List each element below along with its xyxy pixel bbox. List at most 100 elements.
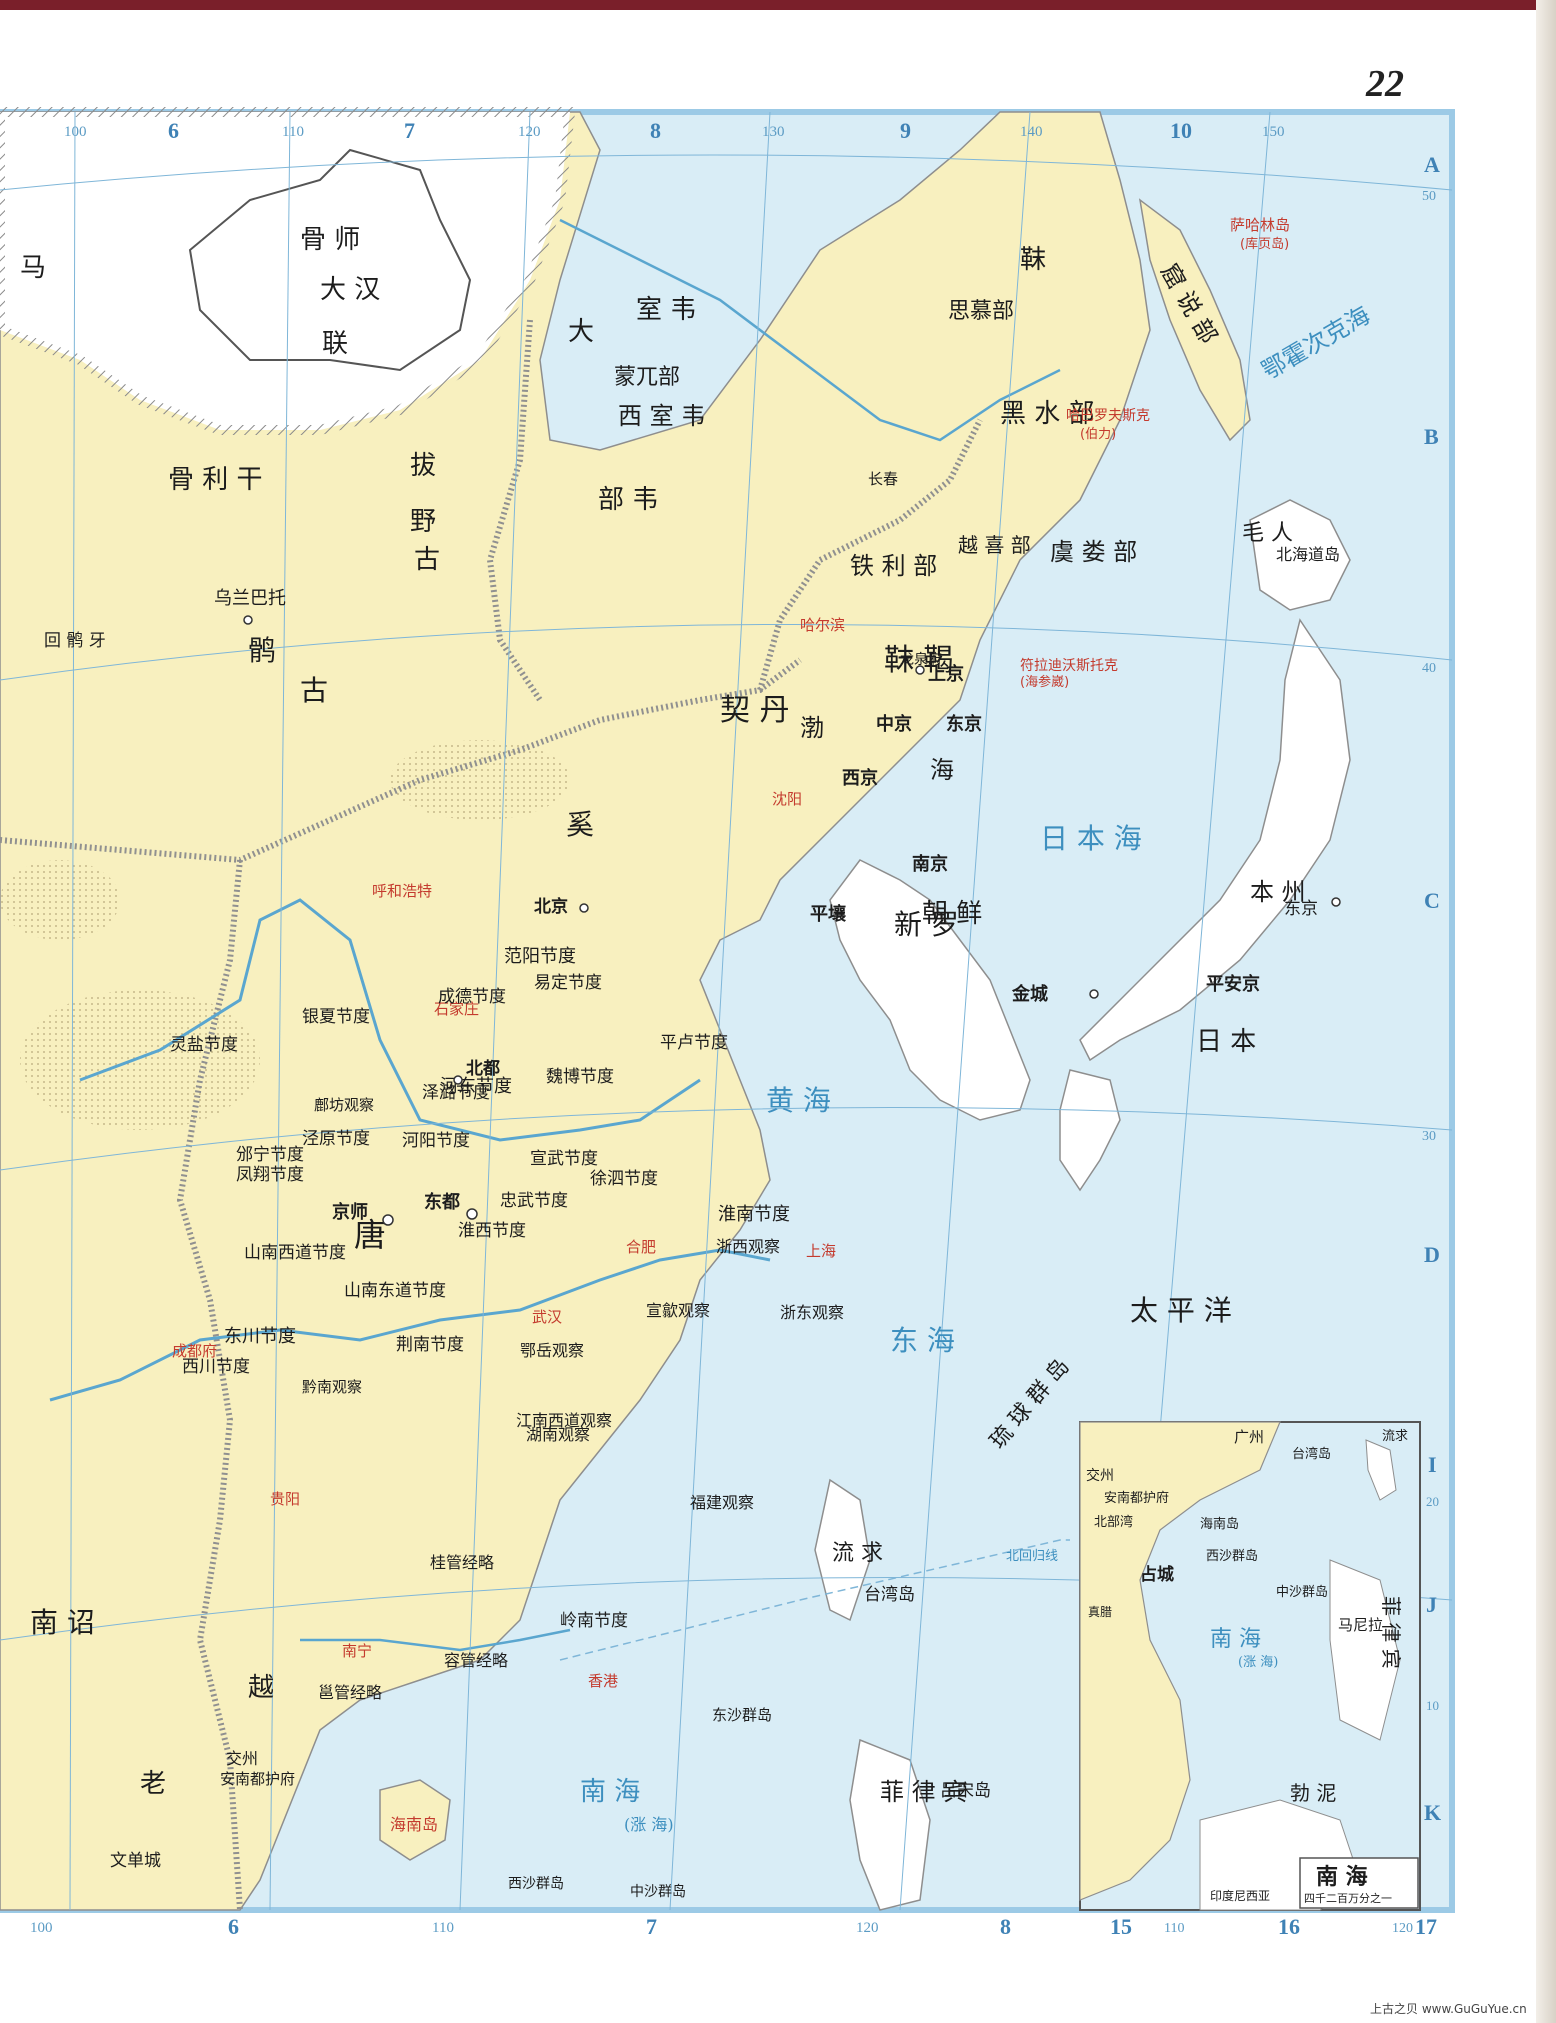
inset-title-box xyxy=(1299,1857,1419,1909)
inset-guangzhou: 广州 xyxy=(1234,1428,1264,1446)
city-marker xyxy=(453,1075,463,1085)
tang-labels: 北京 范阳节度 河东节度 北都 京师 东都 唐 淮南节度 浙东观察 浙西观察 江… xyxy=(170,896,844,1702)
inset-nanhai: 南 海 xyxy=(1210,1627,1261,1652)
label-gushi: 骨 师 xyxy=(300,225,360,255)
page-number: 22 xyxy=(1366,63,1404,105)
label-yegu: 野 xyxy=(410,507,436,537)
inset-land xyxy=(1079,1421,1281,1901)
label-annan: 安南都护府 xyxy=(220,1770,295,1788)
label-zhexi: 浙西观察 xyxy=(716,1237,780,1256)
hainan-island xyxy=(379,1779,451,1861)
territory-border xyxy=(0,657,802,864)
label-nanjing: 南京 xyxy=(912,853,948,875)
inset-taiwan-label: 台湾岛 xyxy=(1292,1446,1331,1462)
graticule xyxy=(0,111,1453,1911)
city-marker xyxy=(579,903,589,913)
label-yongguan: 邕管经略 xyxy=(318,1683,382,1702)
label-shiwei: 室 韦 xyxy=(636,295,696,325)
cell-label-8: 8 xyxy=(650,118,661,143)
lon-label-110: 110 xyxy=(282,124,304,140)
label-pacific: 太 平 洋 xyxy=(1130,1294,1232,1327)
label-nanning: 南宁 xyxy=(342,1642,372,1660)
label-shenyang: 沈阳 xyxy=(772,790,802,808)
label-shangjing: 上京 xyxy=(928,663,964,685)
label-guiguan: 桂管经略 xyxy=(430,1553,494,1572)
lat-label-40: 40 xyxy=(1422,661,1436,676)
row-label-b: B xyxy=(1424,424,1439,449)
lon-bottom-120: 120 xyxy=(856,1920,879,1936)
cell-bottom-17: 17 xyxy=(1415,1914,1437,1939)
label-chengde: 成德节度 xyxy=(438,987,506,1007)
inset-boni: 勃 泥 xyxy=(1290,1781,1336,1805)
top-color-strip xyxy=(0,0,1556,10)
label-haishenwai: (海参崴) xyxy=(1020,674,1069,690)
label-pinganjing: 平安京 xyxy=(1206,973,1260,995)
mainland-territory xyxy=(0,111,1151,1911)
label-sakhalin: 萨哈林岛 xyxy=(1230,216,1290,234)
city-marker xyxy=(1331,897,1341,907)
label-yulou: 虞 娄 部 xyxy=(1050,538,1137,566)
label-xijing: 西京 xyxy=(842,767,878,789)
territory-border xyxy=(176,859,243,1911)
label-gu: 古 xyxy=(414,545,440,575)
label-hohhot: 呼和浩特 xyxy=(372,882,432,900)
inset-lon-120: 120 xyxy=(1392,1921,1413,1936)
label-xianggang: 香港 xyxy=(588,1672,618,1690)
label-ezhou: 鄂岳观察 xyxy=(520,1341,584,1360)
label-simu: 思慕部 xyxy=(948,299,1014,324)
label-changchun: 长春 xyxy=(868,470,898,488)
japan-kyushu xyxy=(1059,1069,1121,1192)
label-moli: 靺 xyxy=(1020,245,1046,275)
label-fanyang: 范阳节度 xyxy=(504,946,576,967)
label-longquan: 龙泉府 xyxy=(900,651,942,668)
label-bohai: 渤 xyxy=(800,714,824,742)
label-liuqiu: 流 求 xyxy=(832,1541,883,1566)
label-fufang: 鄜坊观察 xyxy=(314,1096,374,1114)
inset-map: 广州 台湾岛 流求 海南岛 交州 安南都护府 北部湾 占城 西沙群岛 中沙群岛 … xyxy=(1079,1421,1439,1936)
label-vladivostok: 符拉迪沃斯托克 xyxy=(1020,658,1118,674)
city-marker xyxy=(382,1214,394,1226)
label-jingyuan: 泾原节度 xyxy=(302,1129,370,1149)
japan-honshu xyxy=(1079,618,1351,1062)
label-hu: 鹘 xyxy=(248,634,276,667)
cell-label-7: 7 xyxy=(404,118,415,143)
inset-title: 南 海 xyxy=(1316,1864,1368,1890)
label-maoren: 毛 人 xyxy=(1242,521,1293,546)
label-fujian: 福建观察 xyxy=(690,1493,754,1512)
label-zhongwu: 忠武节度 xyxy=(500,1191,568,1211)
row-label-a: A xyxy=(1424,152,1440,177)
label-taiwan: 台湾岛 xyxy=(864,1585,915,1605)
kyrgyz-inner-border xyxy=(188,148,472,372)
label-ma: 马 xyxy=(20,253,46,283)
south-labels: 台湾岛 流 求 海南岛 南 海 (涨 海) 菲 律 宾 吕宋岛 东沙群岛 西沙群… xyxy=(30,882,1058,1900)
cell-label-9: 9 xyxy=(900,118,911,143)
label-jinnan: 黔南观察 xyxy=(302,1378,362,1396)
inset-lat-20: 20 xyxy=(1426,1494,1439,1509)
inset-liuqiu: 流求 xyxy=(1382,1429,1408,1444)
cell-bottom-16: 16 xyxy=(1278,1914,1300,1939)
label-qidan: 契 丹 xyxy=(720,693,790,728)
inset-lat-10: 10 xyxy=(1426,1698,1439,1713)
label-south-sea: 南 海 xyxy=(580,1777,640,1807)
label-harbin: 哈尔滨 xyxy=(800,616,845,634)
desert-area xyxy=(390,740,570,820)
label-pingrang: 平壤 xyxy=(810,903,847,925)
label-zelu: 泽潞节度 xyxy=(422,1083,490,1103)
label-jingnan: 荆南节度 xyxy=(396,1335,464,1355)
lat-label-30: 30 xyxy=(1422,1129,1436,1144)
lon-bottom-110: 110 xyxy=(432,1920,454,1936)
cell-label-6: 6 xyxy=(168,118,179,143)
lon-label-150: 150 xyxy=(1262,124,1285,140)
label-yuexi: 越 喜 部 xyxy=(958,533,1031,557)
row-label-i: I xyxy=(1428,1452,1437,1477)
label-xuanwu: 宣武节度 xyxy=(530,1149,598,1169)
lon-bottom-100: 100 xyxy=(30,1920,53,1936)
label-beidu: 北都 xyxy=(466,1058,500,1079)
label-jiangnan: 江南西道观察 xyxy=(516,1411,612,1430)
city-marker xyxy=(915,665,925,675)
amur-river xyxy=(559,218,1061,442)
label-wuhan: 武汉 xyxy=(532,1308,562,1326)
inset-beibu: 北部湾 xyxy=(1094,1514,1133,1530)
label-hunan: 湖南观察 xyxy=(526,1425,590,1444)
city-markers xyxy=(243,615,1341,1226)
